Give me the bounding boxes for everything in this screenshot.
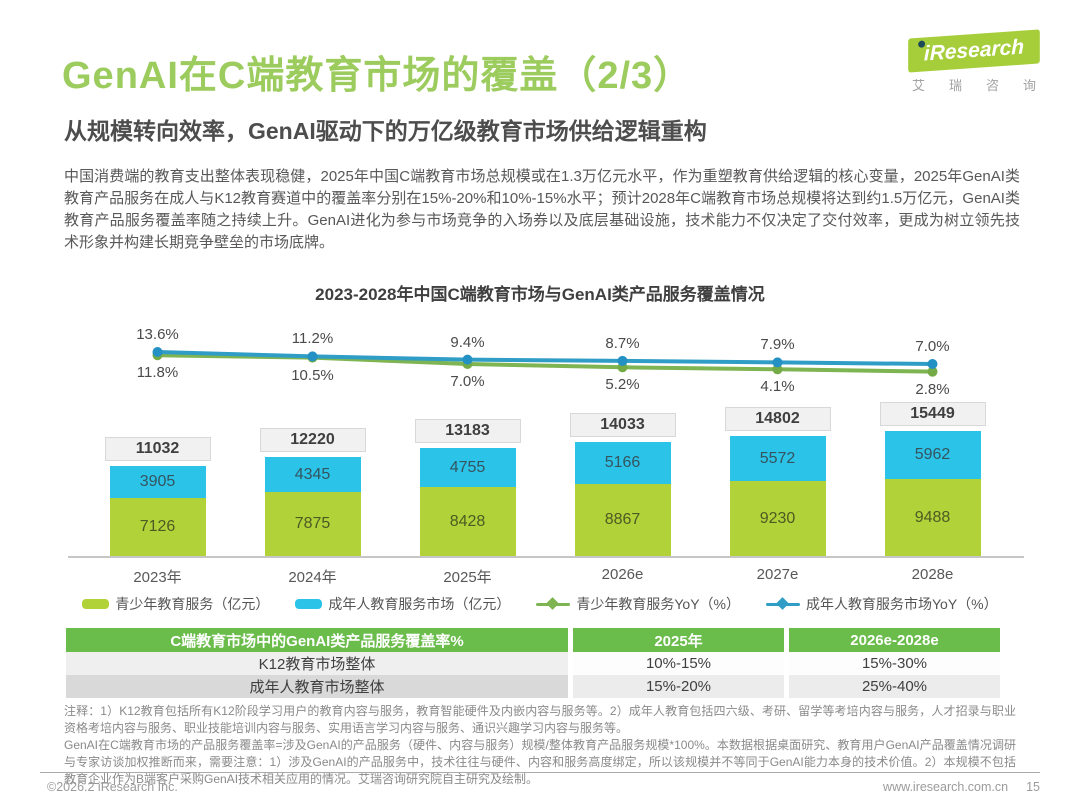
chart-title: 2023-2028年中国C端教育市场与GenAI类产品服务覆盖情况 xyxy=(315,285,765,304)
bar-segment-youth: 7875 xyxy=(264,492,361,556)
total-value-label: 13183 xyxy=(414,419,521,443)
intro-paragraph: 中国消费端的教育支出整体表现稳健，2025年中国C端教育市场总规模或在1.3万亿… xyxy=(64,168,1020,251)
yoy-marker xyxy=(772,364,783,375)
year-axis-label: 2024年 xyxy=(288,569,337,586)
bar-segment-adult: 4345 xyxy=(264,457,361,492)
iresearch-logo-badge: iResearch xyxy=(908,29,1040,73)
iresearch-logo: iResearch 艾 瑞 咨 询 xyxy=(908,29,1040,94)
footer-website: www.iresearch.com.cn xyxy=(883,780,1009,794)
yoy-marker xyxy=(462,359,473,370)
bar-segment-youth: 8867 xyxy=(574,484,671,556)
x-axis-line xyxy=(68,556,1024,558)
legend-line-icon xyxy=(536,596,571,610)
page-title: GenAI在C端教育市场的覆盖（2/3） xyxy=(62,55,693,97)
yoy-label-adult: 11.2% xyxy=(291,330,334,348)
logo-chinese-name: 艾瑞咨询 xyxy=(908,75,1040,94)
yoy-marker xyxy=(152,350,163,361)
footer-divider xyxy=(40,772,1040,773)
yoy-label-adult: 8.7% xyxy=(605,334,640,352)
year-axis-label: 2026e xyxy=(601,566,644,583)
year-axis-label: 2027e xyxy=(756,566,799,583)
table-cell: 25%-40% xyxy=(789,675,1000,698)
yoy-marker xyxy=(772,357,783,368)
footnote-line-1: 注释：1）K12教育包括所有K12阶段学习用户的教育内容与服务，教育智能硬件及内… xyxy=(64,704,1016,735)
bar-segment-adult: 5962 xyxy=(884,431,981,479)
yoy-marker xyxy=(462,354,473,365)
yoy-marker xyxy=(927,366,938,377)
footnote-line-2: GenAI在C端教育市场的产品服务覆盖率=涉及GenAI的产品服务（硬件、内容与… xyxy=(64,738,1016,786)
yoy-label-youth: 7.0% xyxy=(450,373,485,390)
bar-segment-adult: 4755 xyxy=(419,448,516,487)
legend-item: 青少年教育服务YoY（%） xyxy=(536,594,740,614)
yoy-label-adult: 7.9% xyxy=(760,336,795,354)
legend-swatch-icon xyxy=(295,599,323,609)
yoy-label-youth: 11.8% xyxy=(136,364,179,382)
chart-legend: 青少年教育服务（亿元） 成年人教育服务市场（亿元） 青少年教育服务YoY（%） 成年人… xyxy=(0,594,1080,614)
legend-label: 青少年教育服务（亿元） xyxy=(115,596,270,612)
yoy-marker xyxy=(152,347,163,357)
legend-swatch-icon xyxy=(82,599,110,609)
legend-diamond-icon xyxy=(776,596,789,610)
table-cell: 15%-20% xyxy=(573,675,784,698)
legend-label: 青少年教育服务YoY（%） xyxy=(576,596,740,612)
year-axis-label: 2028e xyxy=(911,566,954,583)
year-axis-label: 2025年 xyxy=(443,569,492,586)
logo-brand-text: iResearch xyxy=(923,35,1025,66)
bar-segment-youth: 8428 xyxy=(419,487,516,556)
legend-label: 成年人教育服务市场（亿元） xyxy=(328,596,511,612)
yoy-marker xyxy=(927,359,938,370)
yoy-label-adult: 9.4% xyxy=(450,333,485,351)
yoy-marker xyxy=(617,362,628,373)
footnotes: 注释：1）K12教育包括所有K12阶段学习用户的教育内容与服务，教育智能硬件及内… xyxy=(64,703,1016,788)
legend-item: 青少年教育服务（亿元） xyxy=(82,594,269,614)
footer-page-number: 15 xyxy=(1026,780,1040,794)
total-value-label: 11032 xyxy=(104,437,211,461)
legend-item: 成年人教育服务市场YoY（%） xyxy=(766,594,998,614)
table-header-cell: 2025年 xyxy=(573,628,784,652)
coverage-table: C端教育市场中的GenAI类产品服务覆盖率% 2025年 2026e-2028e K1… xyxy=(66,628,1000,698)
legend-diamond-icon xyxy=(546,596,560,610)
logo-cn-char: 咨 xyxy=(985,78,999,93)
bar-segment-youth: 9488 xyxy=(884,479,981,556)
yoy-marker xyxy=(617,355,628,366)
total-value-label: 14033 xyxy=(569,413,676,437)
legend-item: 成年人教育服务市场（亿元） xyxy=(295,594,510,614)
yoy-line xyxy=(155,353,935,374)
page-subtitle: 从规模转向效率，GenAI驱动下的万亿级教育市场供给逻辑重构 xyxy=(64,118,707,144)
logo-cn-char: 瑞 xyxy=(948,78,962,93)
bar-segment-adult: 3905 xyxy=(109,466,206,498)
yoy-lines-svg xyxy=(152,347,938,377)
table-cell: 成年人教育市场整体 xyxy=(66,675,568,698)
total-value-label: 15449 xyxy=(879,402,986,426)
yoy-line xyxy=(155,350,935,367)
yoy-label-youth: 4.1% xyxy=(760,378,795,396)
logo-cn-char: 艾 xyxy=(912,78,926,93)
table-cell: 15%-30% xyxy=(789,652,1000,675)
yoy-label-adult: 7.0% xyxy=(915,338,950,355)
logo-cn-char: 询 xyxy=(1022,78,1036,93)
bar-segment-youth: 7126 xyxy=(109,498,206,556)
bar-segment-adult: 5166 xyxy=(574,442,671,484)
yoy-label-adult: 13.6% xyxy=(136,326,179,343)
table-header-cell: 2026e-2028e xyxy=(789,628,1000,652)
yoy-label-youth: 10.5% xyxy=(291,366,334,384)
chart-area: 7126 3905 11032 2023年 13.6% 11.8% 7875 4345 1222… xyxy=(68,312,1024,597)
legend-line-icon xyxy=(766,596,800,610)
yoy-marker xyxy=(307,352,318,363)
table-header-cell: C端教育市场中的GenAI类产品服务覆盖率% xyxy=(66,628,568,652)
year-axis-label: 2023年 xyxy=(133,569,182,586)
bar-segment-adult: 5572 xyxy=(729,436,826,481)
footer-copyright: ©2026.2 iResearch Inc. xyxy=(47,780,178,794)
yoy-label-youth: 2.8% xyxy=(915,380,950,398)
total-value-label: 12220 xyxy=(259,428,366,452)
footer: ©2026.2 iResearch Inc. www.iresearch.com… xyxy=(47,780,1040,794)
yoy-label-youth: 5.2% xyxy=(605,376,640,394)
table-cell: K12教育市场整体 xyxy=(66,652,568,675)
bar-segment-youth: 9230 xyxy=(729,481,826,556)
total-value-label: 14802 xyxy=(724,407,831,431)
legend-label: 成年人教育服务市场YoY（%） xyxy=(806,596,998,612)
table-cell: 10%-15% xyxy=(573,652,784,675)
yoy-marker xyxy=(307,351,318,362)
